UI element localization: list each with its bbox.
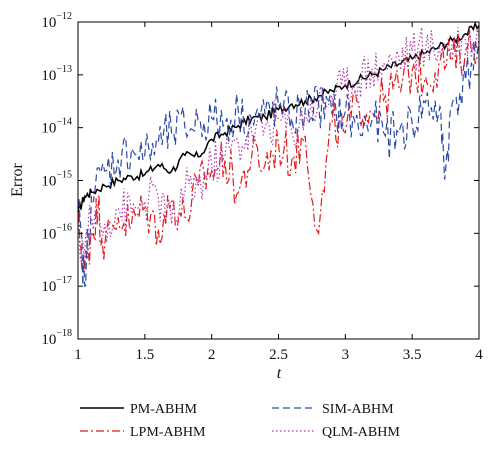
x-tick-labels: 1 1.5 2 2.5 3 3.5 4: [74, 347, 483, 363]
legend-label: LPM-ABHM: [130, 425, 206, 440]
x-axis-label: t: [277, 365, 282, 382]
x-tick-label: 3: [342, 347, 350, 363]
y-tick-label: 10−12: [41, 11, 72, 31]
x-tick-label: 2: [208, 347, 216, 363]
series-line-qlm-abhm: [77, 27, 480, 262]
series-line-pm-abhm: [77, 21, 480, 213]
y-tick-label: 10−16: [41, 222, 72, 242]
y-tick-label: 10−17: [41, 275, 72, 295]
y-tick-label: 10−13: [41, 64, 72, 84]
series-line-sim-abhm: [77, 39, 480, 288]
x-tick-label: 2.5: [269, 347, 288, 363]
y-tick-labels: 10−12 10−13 10−14 10−15 10−16 10−17 10−18: [41, 11, 72, 348]
x-tick-label: 3.5: [403, 347, 422, 363]
y-tick-label: 10−14: [41, 117, 72, 137]
x-tick-label: 1: [74, 347, 82, 363]
y-axis-label: Error: [9, 162, 26, 196]
y-tick-label: 10−18: [41, 328, 72, 348]
legend-label: SIM-ABHM: [322, 402, 394, 417]
legend-label: QLM-ABHM: [322, 425, 400, 440]
x-tick-label: 1.5: [135, 347, 154, 363]
legend-label: PM-ABHM: [130, 402, 197, 417]
axis-ticks: [77, 21, 480, 340]
y-tick-label: 10−15: [41, 170, 72, 190]
series-line-lpm-abhm: [77, 29, 480, 271]
plot-lines: [77, 21, 480, 288]
legend: PM-ABHM SIM-ABHM LPM-ABHM QLM-ABHM: [80, 402, 400, 440]
x-tick-label: 4: [475, 347, 483, 363]
plot-frame: [77, 21, 480, 340]
